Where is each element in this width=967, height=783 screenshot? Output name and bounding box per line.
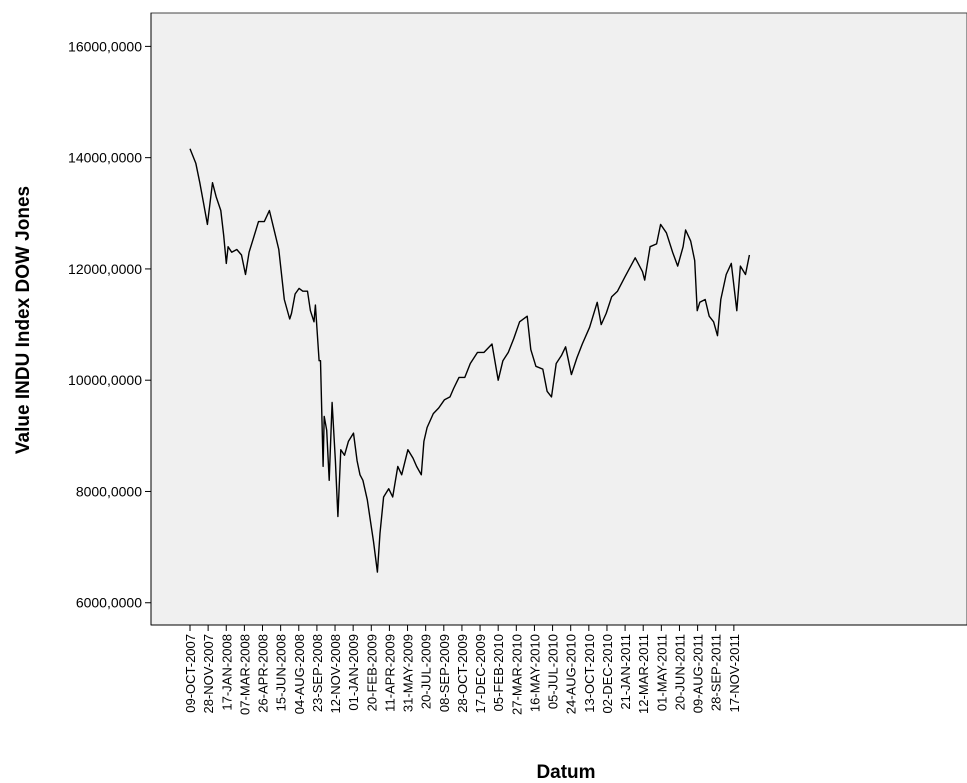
- x-axis-label: Datum: [536, 762, 595, 783]
- x-tick-label: 01-MAY-2011: [654, 634, 669, 711]
- x-tick-label: 28-SEP-2011: [709, 634, 724, 711]
- x-tick-label: 27-MAR-2010: [509, 634, 524, 715]
- x-tick-label: 11-APR-2009: [382, 634, 397, 712]
- x-tick-label: 17-JAN-2008: [219, 634, 234, 711]
- y-tick-label: 14000,0000: [68, 150, 142, 166]
- x-tick-label: 09-AUG-2011: [691, 634, 706, 713]
- x-tick-label: 01-JAN-2009: [346, 634, 361, 711]
- y-tick-label: 16000,0000: [68, 38, 142, 54]
- x-tick-label: 17-NOV-2011: [727, 634, 742, 713]
- y-tick-label: 10000,0000: [68, 372, 142, 388]
- x-tick-label: 17-DEC-2009: [473, 634, 488, 714]
- x-tick-label: 09-OCT-2007: [183, 634, 198, 713]
- x-tick-label: 15-JUN-2008: [274, 634, 289, 711]
- x-tick-label: 12-MAR-2011: [636, 634, 651, 714]
- y-axis-label: Value INDU Index DOW Jones: [13, 186, 34, 454]
- y-tick-label: 12000,0000: [68, 261, 142, 277]
- y-axis-ticks: 6000,0000 8000,0000 10000,0000 12000,0000 14…: [68, 38, 151, 611]
- x-tick-label: 20-JUL-2009: [419, 634, 434, 709]
- x-tick-label: 07-MAR-2008: [237, 634, 252, 715]
- x-tick-label: 02-DEC-2010: [600, 634, 615, 714]
- x-tick-label: 08-SEP-2009: [437, 634, 452, 712]
- x-tick-label: 31-MAY-2009: [401, 634, 416, 712]
- x-tick-label: 28-OCT-2009: [455, 634, 470, 713]
- x-tick-label: 24-AUG-2010: [564, 634, 579, 714]
- x-tick-label: 26-APR-2008: [256, 634, 271, 713]
- x-tick-label: 20-JUN-2011: [672, 634, 687, 710]
- x-tick-label: 12-NOV-2008: [328, 634, 343, 714]
- series-line: [189, 148, 751, 573]
- x-tick-label: 13-OCT-2010: [582, 634, 597, 713]
- y-tick-label: 6000,0000: [76, 595, 142, 611]
- x-tick-label: 21-JAN-2011: [618, 634, 633, 710]
- x-tick-label: 05-JUL-2010: [546, 634, 561, 709]
- x-tick-label: 04-AUG-2008: [292, 634, 307, 714]
- x-tick-label: 23-SEP-2008: [310, 634, 325, 712]
- x-axis-ticks: 09-OCT-2007 28-NOV-2007 17-JAN-2008 07-MAR-…: [183, 625, 742, 715]
- plot-area: [150, 12, 967, 626]
- x-tick-label: 16-MAY-2010: [527, 634, 542, 712]
- y-tick-label: 8000,0000: [76, 483, 142, 499]
- x-tick-label: 05-FEB-2010: [491, 634, 506, 711]
- x-tick-label: 28-NOV-2007: [201, 634, 216, 714]
- x-tick-label: 20-FEB-2009: [364, 634, 379, 711]
